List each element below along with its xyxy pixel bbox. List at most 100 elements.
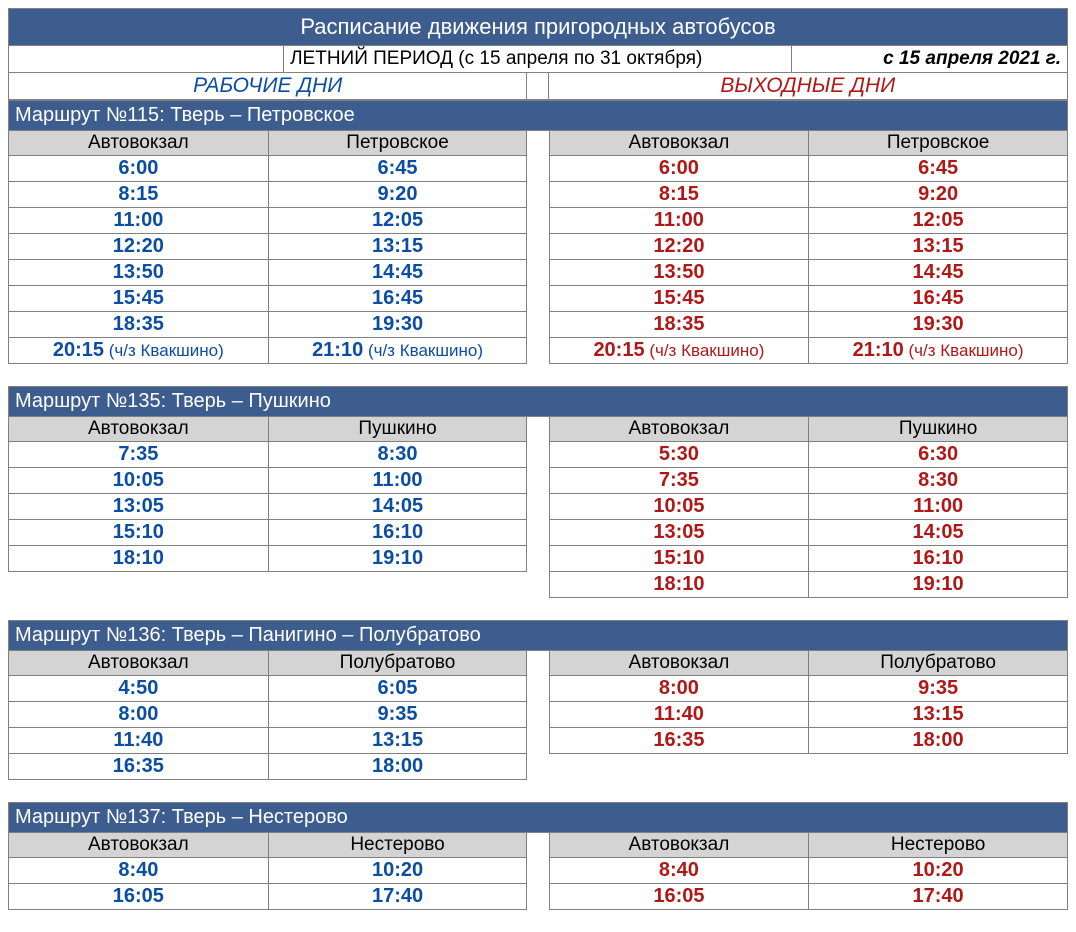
time-cell: 18:10 (549, 572, 809, 598)
time-cell: 16:45 (268, 286, 528, 312)
col-header: Автовокзал (549, 131, 809, 156)
col-gap (527, 338, 548, 364)
time-cell: 6:45 (268, 156, 528, 182)
col-gap (527, 156, 548, 182)
period-row: ЛЕТНИЙ ПЕРИОД (с 15 апреля по 31 октября… (8, 46, 1068, 73)
col-gap (527, 208, 548, 234)
time-cell: 13:15 (808, 702, 1068, 728)
time-cell: 15:45 (8, 286, 268, 312)
col-header: Пушкино (808, 417, 1068, 442)
weekends-label: ВЫХОДНЫЕ ДНИ (549, 73, 1067, 99)
col-gap (527, 260, 548, 286)
schedule-row: 16:0517:4016:0517:40 (8, 884, 1068, 910)
col-header: Полубратово (268, 651, 528, 676)
time-cell: 9:20 (808, 182, 1068, 208)
time-cell: 8:30 (808, 468, 1068, 494)
col-gap (527, 131, 548, 156)
time-cell: 8:00 (549, 676, 809, 702)
time-cell: 14:05 (268, 494, 528, 520)
column-header-row: АвтовокзалПетровскоеАвтовокзалПетровское (8, 131, 1068, 156)
route-header: Маршрут №135: Тверь – Пушкино (8, 386, 1068, 417)
route-header: Маршрут №115: Тверь – Петровское (8, 100, 1068, 131)
time-cell: 13:50 (549, 260, 809, 286)
col-gap (527, 884, 548, 910)
schedule-row: 8:159:208:159:20 (8, 182, 1068, 208)
schedule-row: 10:0511:007:358:30 (8, 468, 1068, 494)
effective-from: с 15 апреля 2021 г. (792, 46, 1067, 72)
time-cell: 9:35 (808, 676, 1068, 702)
time-cell: 12:05 (808, 208, 1068, 234)
col-gap (527, 234, 548, 260)
col-gap (527, 546, 548, 572)
time-cell: 15:45 (549, 286, 809, 312)
time-cell: 13:50 (8, 260, 268, 286)
schedule-row: 18:1019:1015:1016:10 (8, 546, 1068, 572)
col-header: Автовокзал (8, 833, 268, 858)
col-gap (527, 520, 548, 546)
time-cell: 21:10 (ч/з Квакшино) (268, 338, 528, 364)
col-header: Нестерово (268, 833, 528, 858)
time-cell: 16:45 (808, 286, 1068, 312)
col-header: Нестерово (808, 833, 1068, 858)
schedule-row: 7:358:305:306:30 (8, 442, 1068, 468)
route-header: Маршрут №137: Тверь – Нестерово (8, 802, 1068, 833)
schedule-row: 4:506:058:009:35 (8, 676, 1068, 702)
time-cell: 10:20 (808, 858, 1068, 884)
time-cell: 5:30 (549, 442, 809, 468)
column-header-row: АвтовокзалНестеровоАвтовокзалНестерово (8, 833, 1068, 858)
time-cell: 8:40 (8, 858, 268, 884)
col-gap (527, 754, 548, 780)
time-cell: 16:10 (808, 546, 1068, 572)
col-header: Пушкино (268, 417, 528, 442)
col-gap (527, 442, 548, 468)
col-gap (527, 702, 548, 728)
col-header: Автовокзал (8, 417, 268, 442)
time-cell: 16:05 (8, 884, 268, 910)
column-header-row: АвтовокзалПолубратовоАвтовокзалПолубрато… (8, 651, 1068, 676)
routes-container: Маршрут №115: Тверь – ПетровскоеАвтовокз… (8, 100, 1068, 910)
day-type-gap (527, 73, 548, 99)
time-cell: 20:15 (ч/з Квакшино) (8, 338, 268, 364)
col-gap (527, 858, 548, 884)
col-gap (527, 494, 548, 520)
schedule-row: 11:4013:1516:3518:00 (8, 728, 1068, 754)
time-cell: 16:35 (549, 728, 809, 754)
time-cell: 6:45 (808, 156, 1068, 182)
col-header: Полубратово (808, 651, 1068, 676)
time-cell: 18:35 (549, 312, 809, 338)
time-cell: 13:05 (549, 520, 809, 546)
time-cell: 21:10 (ч/з Квакшино) (808, 338, 1068, 364)
col-gap (527, 417, 548, 442)
time-cell: 6:00 (8, 156, 268, 182)
time-cell: 7:35 (549, 468, 809, 494)
time-cell: 18:35 (8, 312, 268, 338)
col-header: Автовокзал (8, 651, 268, 676)
schedule-row: 15:4516:4515:4516:45 (8, 286, 1068, 312)
time-cell: 6:00 (549, 156, 809, 182)
time-cell: 16:35 (8, 754, 268, 780)
time-cell: 8:15 (8, 182, 268, 208)
schedule-row: 8:4010:208:4010:20 (8, 858, 1068, 884)
schedule-row: 13:5014:4513:5014:45 (8, 260, 1068, 286)
time-cell: 6:30 (808, 442, 1068, 468)
col-header: Автовокзал (8, 131, 268, 156)
time-cell: 10:05 (549, 494, 809, 520)
main-title: Расписание движения пригородных автобусо… (8, 8, 1068, 46)
time-cell: 17:40 (808, 884, 1068, 910)
time-cell: 9:20 (268, 182, 528, 208)
time-cell (808, 754, 1068, 780)
col-gap (527, 651, 548, 676)
schedule-row: 20:15 (ч/з Квакшино)21:10 (ч/з Квакшино)… (8, 338, 1068, 364)
schedule-row: 11:0012:0511:0012:05 (8, 208, 1068, 234)
schedule-row: 16:3518:00 (8, 754, 1068, 780)
schedule-row: 8:009:3511:4013:15 (8, 702, 1068, 728)
time-cell: 8:30 (268, 442, 528, 468)
time-cell: 8:00 (8, 702, 268, 728)
time-cell: 16:05 (549, 884, 809, 910)
time-cell (8, 572, 268, 598)
time-cell: 8:40 (549, 858, 809, 884)
schedule-row: 18:1019:10 (8, 572, 1068, 598)
col-header: Автовокзал (549, 833, 809, 858)
col-header: Автовокзал (549, 417, 809, 442)
col-gap (527, 728, 548, 754)
